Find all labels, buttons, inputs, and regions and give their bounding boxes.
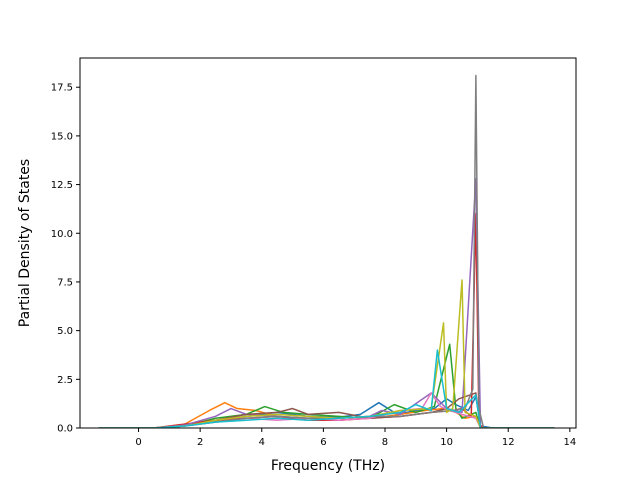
x-tick-label: 14 bbox=[563, 437, 576, 448]
x-tick-label: 12 bbox=[502, 437, 515, 448]
x-tick-label: 6 bbox=[320, 437, 326, 448]
series-line-10 bbox=[98, 349, 555, 428]
y-tick-label: 0.0 bbox=[57, 424, 73, 435]
x-axis-title: Frequency (THz) bbox=[271, 458, 385, 474]
x-tick-label: 0 bbox=[135, 437, 141, 448]
x-tick-label: 4 bbox=[259, 437, 265, 448]
plot-frame bbox=[79, 57, 577, 429]
y-tick-label: 5.0 bbox=[57, 326, 73, 337]
series-line-9 bbox=[98, 279, 555, 428]
x-tick-label: 10 bbox=[440, 437, 453, 448]
y-axis-title: Partial Density of States bbox=[17, 159, 33, 327]
y-axis: 0.0 2.5 5.0 7.5 10.0 12.5 15.0 17.5 bbox=[51, 83, 80, 435]
series-layer bbox=[98, 74, 555, 428]
y-tick-label: 15.0 bbox=[51, 131, 73, 142]
x-tick-label: 2 bbox=[197, 437, 203, 448]
y-tick-label: 7.5 bbox=[57, 277, 73, 288]
y-tick-label: 2.5 bbox=[57, 375, 73, 386]
y-tick-label: 12.5 bbox=[51, 180, 73, 191]
x-axis: 0 2 4 6 8 10 12 14 bbox=[135, 428, 576, 448]
x-tick-label: 8 bbox=[382, 437, 388, 448]
y-tick-label: 10.0 bbox=[51, 229, 73, 240]
y-tick-label: 17.5 bbox=[51, 83, 73, 94]
